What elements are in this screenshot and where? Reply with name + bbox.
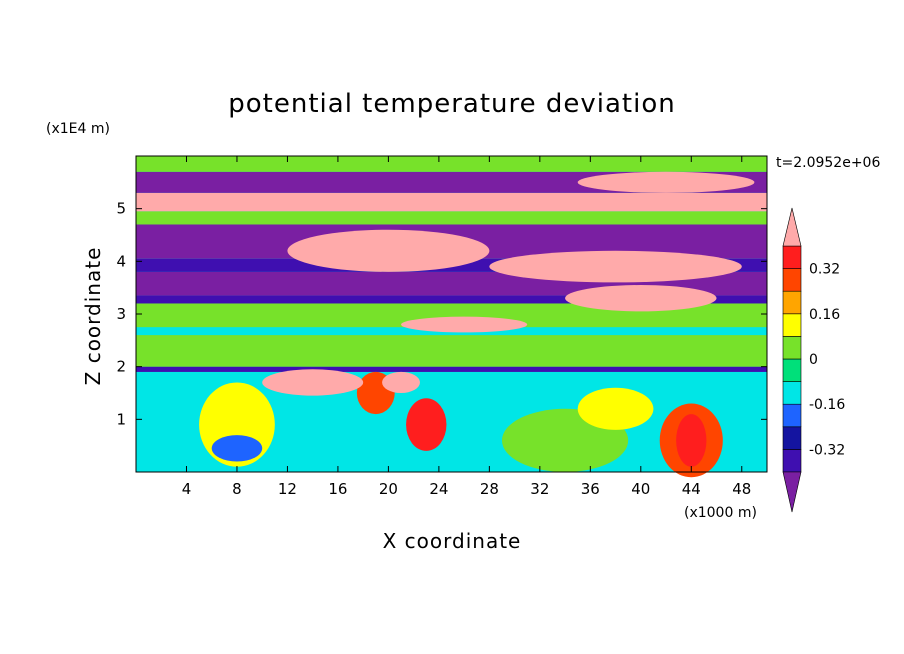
x-tick-label: 20 <box>379 480 398 498</box>
x-axis: 4 8 12 16 20 24 28 32 36 40 44 48 <box>182 156 751 498</box>
heatmap-blob <box>401 316 528 333</box>
colorbar-segment <box>782 426 802 450</box>
colorbar-tick-label: 0.32 <box>809 262 840 278</box>
colorbar-tick-label: 0 <box>809 352 818 368</box>
colorbar-segment <box>782 290 802 315</box>
x-tick-label: 32 <box>530 480 549 498</box>
heatmap-band <box>136 335 767 367</box>
heatmap-blob <box>211 435 263 462</box>
chart-title: potential temperature deviation <box>228 89 675 119</box>
heatmap-band <box>136 156 767 172</box>
colorbar-tick-label: 0.16 <box>809 307 840 323</box>
heatmap-blob <box>262 369 364 396</box>
colorbar-under-arrow <box>782 471 802 513</box>
colorbar-segment <box>782 358 802 382</box>
y-tick-label: 5 <box>116 200 126 218</box>
colorbar-segment <box>782 313 802 337</box>
heatmap-blob <box>577 387 654 430</box>
colorbar: 0.32 0.16 0 -0.16 -0.32 <box>782 207 845 513</box>
heatmap-blob <box>577 171 755 193</box>
heatmap-blob <box>406 398 447 451</box>
colorbar-segment <box>782 449 802 473</box>
y-axis-label: Z coordinate <box>81 247 105 386</box>
x-tick-label: 40 <box>631 480 650 498</box>
colorbar-segment <box>782 268 802 292</box>
x-tick-label: 44 <box>682 480 701 498</box>
y-axis: 1 2 3 4 5 <box>116 200 767 428</box>
x-tick-label: 12 <box>278 480 297 498</box>
colorbar-segment <box>782 336 802 360</box>
x-tick-label: 36 <box>581 480 600 498</box>
x-tick-label: 16 <box>328 480 347 498</box>
heatmap-blob <box>382 371 420 393</box>
y-unit-label: (x1E4 m) <box>46 121 110 137</box>
heatmap-band <box>136 366 767 372</box>
x-tick-label: 8 <box>232 480 242 498</box>
colorbar-segment <box>782 381 802 405</box>
colorbar-over-arrow <box>782 207 802 247</box>
heatmap-band <box>136 211 767 225</box>
x-tick-label: 24 <box>429 480 448 498</box>
heatmap-blob <box>565 285 717 312</box>
x-tick-label: 48 <box>732 480 751 498</box>
colorbar-segment <box>782 403 802 428</box>
y-tick-label: 3 <box>116 305 126 323</box>
colorbar-tick-label: -0.16 <box>809 397 845 413</box>
y-tick-label: 1 <box>116 410 126 428</box>
colorbar-segment <box>782 245 802 269</box>
x-tick-label: 4 <box>182 480 192 498</box>
x-tick-label: 28 <box>480 480 499 498</box>
heatmap-blob <box>489 250 742 283</box>
y-tick-label: 2 <box>116 358 126 376</box>
y-tick-label: 4 <box>116 252 126 270</box>
heatmap-plot <box>136 156 767 478</box>
time-label: t=2.0952e+06 <box>776 155 880 171</box>
heatmap-blob <box>287 229 490 272</box>
colorbar-tick-label: -0.32 <box>809 442 845 458</box>
x-unit-label: (x1000 m) <box>684 505 757 521</box>
heatmap-band <box>136 192 767 212</box>
heatmap-band <box>136 295 767 304</box>
x-axis-label: X coordinate <box>383 529 522 553</box>
heatmap-blob <box>676 414 707 467</box>
